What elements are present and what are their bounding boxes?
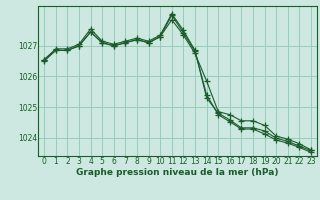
X-axis label: Graphe pression niveau de la mer (hPa): Graphe pression niveau de la mer (hPa)	[76, 168, 279, 177]
